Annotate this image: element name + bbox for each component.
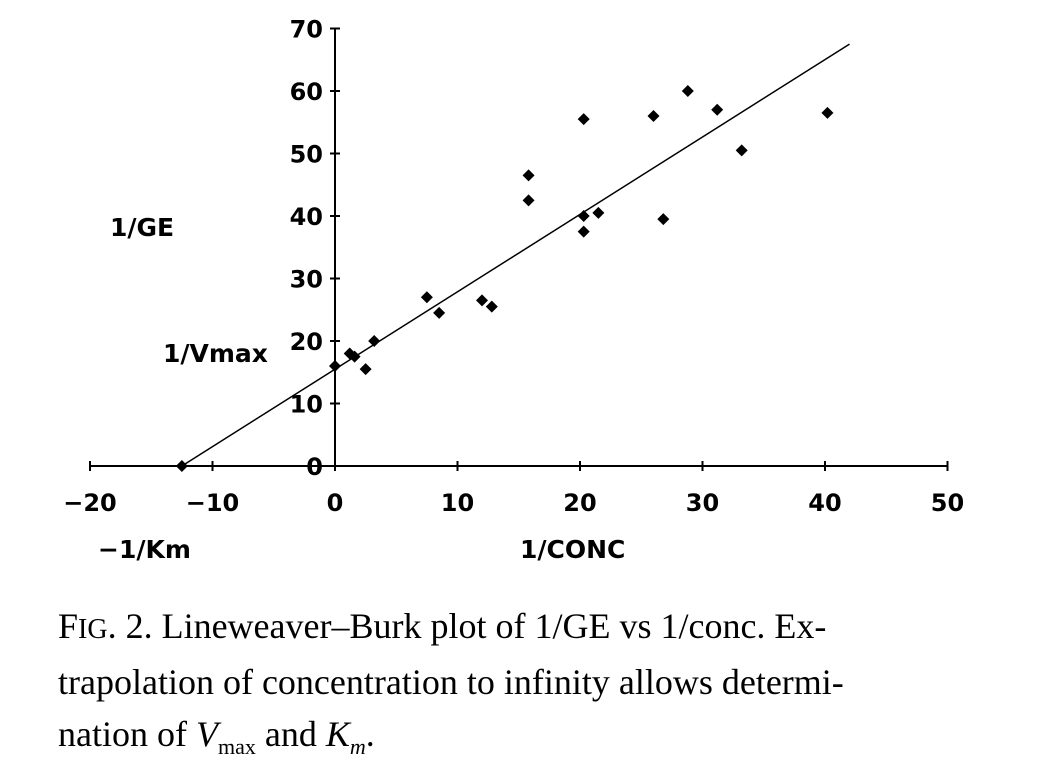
data-point [821,106,834,119]
data-point [711,103,724,116]
data-point [681,85,694,97]
y-axis-label: 1/GE [110,213,174,242]
caption-line-3: nation of Vmax and Km. [58,714,375,760]
data-point [485,300,498,313]
figure-caption: FIG. 2. Lineweaver–Burk plot of 1/GE vs … [58,600,1018,773]
y-tick-label: 20 [290,328,323,356]
data-point [359,363,372,376]
data-point [420,291,433,304]
data-point [175,460,188,472]
data-point [577,210,590,222]
y-tick-label: 60 [290,78,323,106]
x-tick-label: −20 [63,489,117,517]
data-point [476,294,488,307]
x-tick-label: 40 [808,489,841,517]
data-point [577,225,590,238]
data-point [577,113,590,126]
data-points [175,85,834,472]
data-point [647,110,660,122]
data-point [522,194,535,207]
y-tick-label: 0 [306,453,323,481]
caption-line-1: FIG. 2. Lineweaver–Burk plot of 1/GE vs … [58,606,827,646]
y-tick-label: 70 [290,16,323,44]
km-intercept-label: −1/Km [98,535,191,564]
x-tick-label: 30 [686,489,719,517]
x-tick-label: 20 [563,489,596,517]
x-ticks: −20 −10 0 10 20 30 40 50 [63,461,964,517]
data-point [329,360,341,372]
caption-line-2: trapolation of concentration to infinity… [58,662,844,702]
x-tick-label: 0 [327,489,344,517]
vmax-intercept-label: 1/Vmax [163,339,268,368]
y-tick-label: 40 [290,203,323,231]
data-point [368,335,381,347]
y-tick-label: 30 [290,266,323,294]
data-point [735,144,748,157]
x-axis-label: 1/CONC [520,535,625,564]
x-tick-label: −10 [186,489,240,517]
data-point [592,206,605,219]
y-tick-label: 50 [290,141,323,169]
x-tick-label: 50 [931,489,964,517]
x-tick-label: 10 [441,489,474,517]
data-point [348,350,361,363]
data-point [657,213,670,226]
lineweaver-burk-chart: −20 −10 0 10 20 30 40 50 0 10 20 30 40 50 60 70 1/GE 1… [63,16,964,565]
data-point [433,306,446,319]
regression-line [181,43,850,467]
data-point [522,169,535,182]
